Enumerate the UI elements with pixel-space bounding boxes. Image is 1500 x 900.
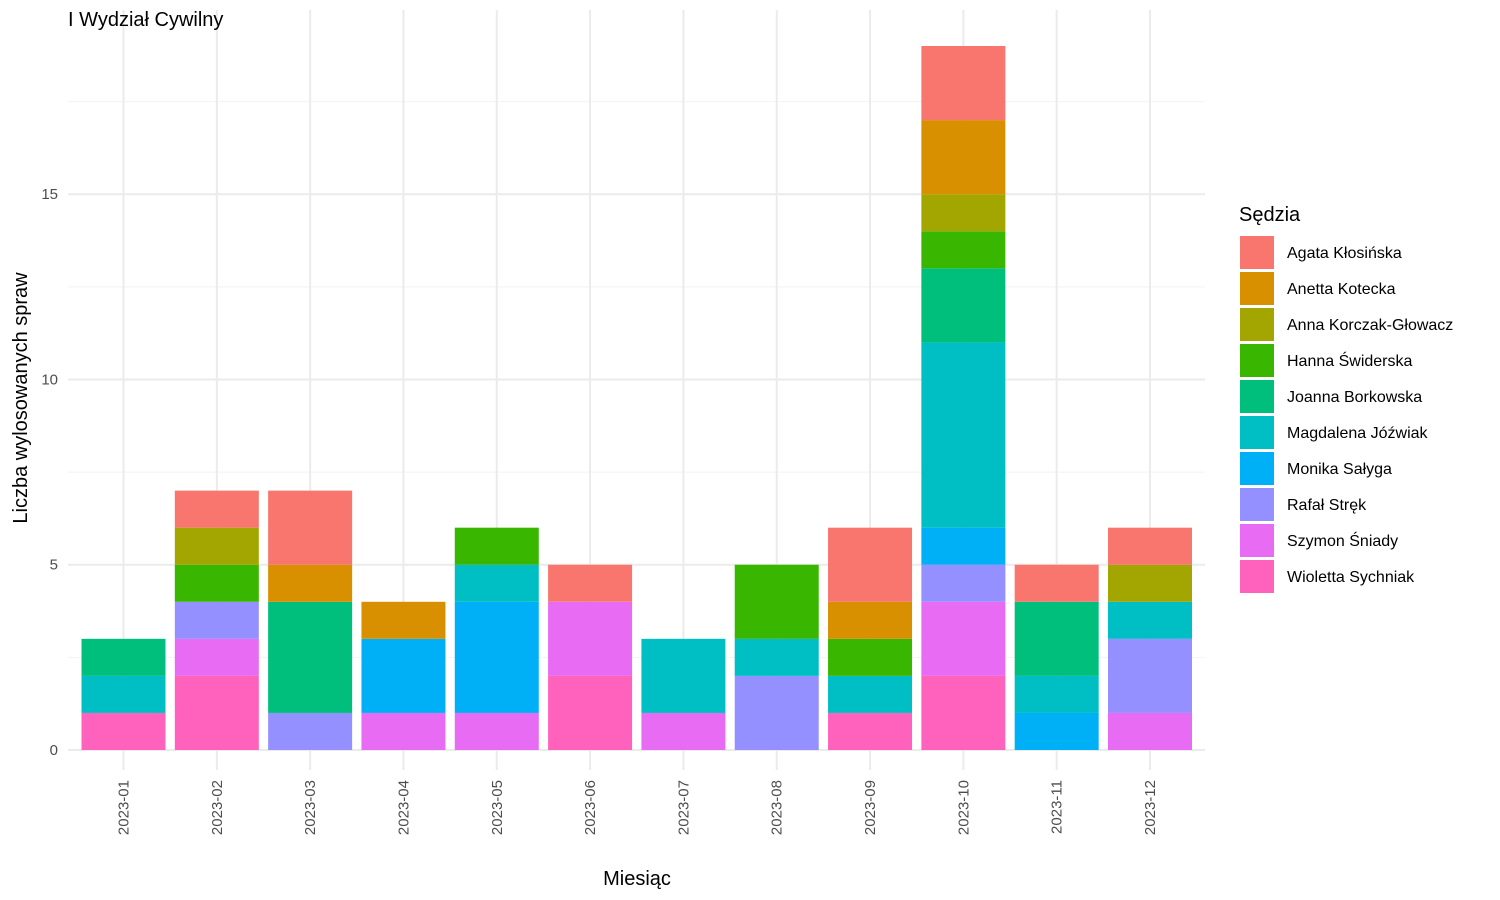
bar-segment xyxy=(828,712,913,750)
legend-key xyxy=(1240,236,1274,269)
bar-segment xyxy=(921,527,1006,565)
legend-label: Szymon Śniady xyxy=(1287,531,1398,550)
bar-segment xyxy=(1108,712,1192,750)
bar-segment xyxy=(921,601,1006,676)
x-tick-label: 2023-10 xyxy=(955,780,972,835)
y-tick-label: 10 xyxy=(41,371,58,388)
bar-segment xyxy=(921,342,1006,528)
bar-segment xyxy=(641,712,726,750)
legend-key xyxy=(1240,308,1274,341)
bar-segment xyxy=(828,601,913,639)
bar-segment xyxy=(921,231,1006,269)
bar-segment xyxy=(361,638,446,713)
legend-key xyxy=(1240,452,1274,485)
x-tick-label: 2023-01 xyxy=(116,780,133,835)
bar-segment xyxy=(548,564,633,602)
legend-key xyxy=(1240,416,1274,449)
x-tick-label: 2023-04 xyxy=(395,780,412,835)
x-tick-label: 2023-09 xyxy=(862,780,879,835)
chart-title: I Wydział Cywilny xyxy=(68,9,223,31)
legend-label: Magdalena Jóźwiak xyxy=(1287,425,1429,442)
x-tick-label: 2023-07 xyxy=(675,780,692,835)
bar-segment xyxy=(454,712,539,750)
legend-label: Monika Sałyga xyxy=(1287,461,1392,478)
legend-key xyxy=(1240,488,1274,521)
x-tick-label: 2023-11 xyxy=(1049,780,1066,834)
legend-label: Joanna Borkowska xyxy=(1287,389,1422,406)
bar-segment xyxy=(81,712,166,750)
bar-segment xyxy=(921,194,1006,232)
legend-label: Agata Kłosińska xyxy=(1287,245,1402,262)
x-axis-title: Miesiąc xyxy=(603,868,671,890)
legend-label: Hanna Świderska xyxy=(1287,351,1413,370)
bar-segment xyxy=(454,527,539,565)
bar-segment xyxy=(174,638,259,676)
bar-segment xyxy=(1014,601,1099,676)
legend-label: Anetta Kotecka xyxy=(1287,281,1396,298)
bar-segment xyxy=(828,527,913,602)
bar-segment xyxy=(174,527,259,565)
bar-segment xyxy=(454,564,539,602)
bar-segment xyxy=(81,675,166,713)
legend: Sędzia Agata Kłosińska Anetta Kotecka Anna… xyxy=(1239,204,1453,593)
y-axis-title: Liczba wylosowanych spraw xyxy=(10,272,32,524)
bar-segment xyxy=(174,675,259,750)
bar-segment xyxy=(548,601,633,676)
x-tick-label: 2023-06 xyxy=(582,780,599,835)
bar-segment xyxy=(174,601,259,639)
legend-key xyxy=(1240,560,1274,593)
bar-segment xyxy=(1108,527,1192,565)
legend-key xyxy=(1240,524,1274,557)
bar-segment xyxy=(268,564,353,602)
x-tick-label: 2023-08 xyxy=(769,780,786,835)
bar-segment xyxy=(921,564,1006,602)
bar-segment xyxy=(641,638,726,713)
y-tick-label: 15 xyxy=(41,186,58,203)
legend-key xyxy=(1240,380,1274,413)
bar-segment xyxy=(454,601,539,713)
legend-title: Sędzia xyxy=(1239,204,1301,226)
bar-segment xyxy=(734,675,819,750)
bar-segment xyxy=(921,120,1006,195)
bar-segment xyxy=(1014,564,1099,602)
bar-segment xyxy=(828,638,913,676)
bar-segment xyxy=(921,268,1006,343)
bar-segment xyxy=(361,712,446,750)
y-tick-label: 0 xyxy=(50,742,58,759)
legend-label: Wioletta Sychniak xyxy=(1287,569,1415,586)
x-tick-label: 2023-02 xyxy=(209,780,226,835)
bar-segment xyxy=(1108,601,1192,639)
legend-label: Rafał Stręk xyxy=(1287,497,1367,514)
bar-segment xyxy=(828,675,913,713)
bar-segment xyxy=(174,564,259,602)
bar-segment xyxy=(1108,564,1192,602)
bar-segment xyxy=(174,490,259,528)
legend-label: Anna Korczak-Głowacz xyxy=(1287,317,1453,334)
bar-segment xyxy=(361,601,446,639)
y-tick-label: 5 xyxy=(50,557,58,574)
ticks: 0 5 10 15 2023-01 2023-02 2023-03 2023-04 2023-0… xyxy=(41,186,1159,835)
bar-segment xyxy=(734,564,819,639)
bar-segment xyxy=(921,46,1006,121)
bar-segment xyxy=(268,490,353,565)
bar-segment xyxy=(1108,638,1192,713)
x-tick-label: 2023-03 xyxy=(302,780,319,835)
bar-segment xyxy=(548,675,633,750)
bar-segment xyxy=(734,638,819,676)
bar-segment xyxy=(921,675,1006,750)
bar-segment xyxy=(1014,712,1099,750)
bars xyxy=(81,46,1192,750)
bar-segment xyxy=(268,712,353,750)
legend-key xyxy=(1240,272,1274,305)
x-tick-label: 2023-12 xyxy=(1142,780,1159,835)
bar-segment xyxy=(81,638,166,676)
bar-segment xyxy=(1014,675,1099,713)
legend-key xyxy=(1240,344,1274,377)
x-tick-label: 2023-05 xyxy=(489,780,506,835)
bar-segment xyxy=(268,601,353,713)
